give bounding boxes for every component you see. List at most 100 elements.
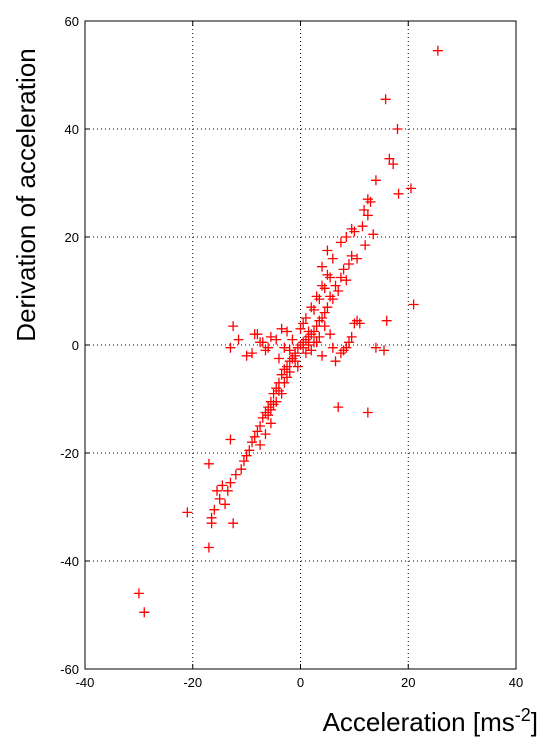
- data-point: [206, 518, 217, 529]
- data-point: [276, 323, 287, 334]
- data-point: [279, 364, 290, 375]
- y-tick-label: -40: [60, 554, 79, 569]
- data-point: [370, 342, 381, 353]
- data-point: [314, 294, 325, 305]
- data-point: [284, 345, 295, 356]
- x-tick-label: 20: [401, 675, 415, 690]
- data-point: [298, 318, 309, 329]
- data-point: [182, 507, 193, 518]
- data-point: [238, 456, 249, 467]
- data-point: [300, 313, 311, 323]
- data-point: [319, 283, 330, 294]
- data-point: [139, 607, 150, 618]
- data-point: [298, 342, 309, 353]
- data-point: [335, 348, 346, 359]
- data-point: [220, 499, 231, 510]
- data-point: [319, 321, 330, 332]
- y-tick-label: 20: [65, 230, 79, 245]
- x-tick-label: -20: [183, 675, 202, 690]
- data-point: [341, 342, 352, 353]
- data-point: [338, 264, 349, 275]
- data-point: [327, 253, 338, 264]
- data-point: [282, 326, 293, 337]
- data-point: [284, 367, 295, 377]
- data-point: [330, 356, 341, 367]
- y-tick-label: 0: [72, 338, 79, 353]
- data-point: [335, 237, 346, 248]
- data-point: [362, 194, 373, 205]
- data-point: [311, 337, 322, 348]
- data-point: [341, 275, 352, 286]
- data-point: [214, 493, 225, 504]
- data-point: [271, 396, 282, 407]
- data-point: [255, 421, 266, 431]
- data-point: [276, 388, 287, 399]
- data-point: [354, 318, 365, 329]
- x-axis-title-main: Acceleration [ms: [323, 707, 515, 737]
- data-point: [257, 412, 268, 423]
- data-point: [362, 407, 373, 418]
- data-point: [287, 334, 298, 345]
- data-point: [233, 334, 244, 345]
- y-tick-label: 60: [65, 14, 79, 29]
- data-point: [346, 223, 357, 234]
- data-point: [263, 410, 274, 421]
- data-point: [260, 429, 271, 440]
- data-point: [432, 45, 443, 56]
- data-point: [380, 94, 391, 105]
- data-point: [319, 307, 330, 318]
- x-tick-label: 40: [509, 675, 523, 690]
- data-point: [359, 205, 370, 215]
- data-point: [247, 437, 258, 448]
- data-point: [236, 464, 247, 475]
- data-point: [333, 286, 344, 296]
- data-point: [225, 342, 236, 353]
- data-point: [352, 253, 363, 264]
- data-point: [346, 331, 357, 342]
- data-point: [381, 315, 392, 326]
- y-tick-label: -20: [60, 446, 79, 461]
- data-point: [384, 153, 395, 164]
- x-tick-label: -40: [76, 675, 95, 690]
- data-point: [217, 480, 228, 491]
- data-point: [317, 261, 328, 272]
- data-point: [282, 372, 293, 383]
- data-point: [360, 240, 371, 251]
- data-point: [343, 259, 354, 269]
- data-point: [279, 377, 290, 388]
- data-point: [368, 229, 379, 240]
- data-point: [265, 418, 276, 429]
- data-point: [133, 588, 144, 599]
- data-point: [209, 504, 220, 515]
- data-point: [325, 272, 336, 283]
- data-point: [405, 183, 416, 194]
- data-point: [241, 450, 252, 461]
- data-point: [333, 402, 344, 413]
- data-point: [322, 245, 333, 256]
- data-point: [247, 348, 258, 359]
- data-point: [249, 431, 260, 442]
- data-point: [225, 477, 236, 488]
- data-point: [308, 304, 319, 315]
- data-point: [393, 188, 404, 199]
- data-point: [303, 340, 314, 350]
- data-point: [203, 542, 214, 553]
- x-axis-title-suffix: ]: [531, 707, 538, 737]
- data-point: [362, 210, 373, 221]
- data-point: [252, 329, 263, 340]
- x-tick-label: 0: [297, 675, 304, 690]
- axis-ticks: [84, 20, 517, 670]
- y-tick-label: -60: [60, 662, 79, 677]
- data-point: [292, 361, 303, 372]
- y-tick-label: 40: [65, 122, 79, 137]
- data-point: [211, 485, 222, 496]
- data-point: [322, 302, 333, 313]
- data-point: [392, 124, 403, 134]
- data-point: [343, 337, 354, 348]
- data-points: [133, 45, 443, 618]
- data-point: [244, 445, 255, 456]
- data-point: [230, 469, 241, 480]
- data-point: [265, 404, 276, 415]
- data-point: [408, 299, 419, 310]
